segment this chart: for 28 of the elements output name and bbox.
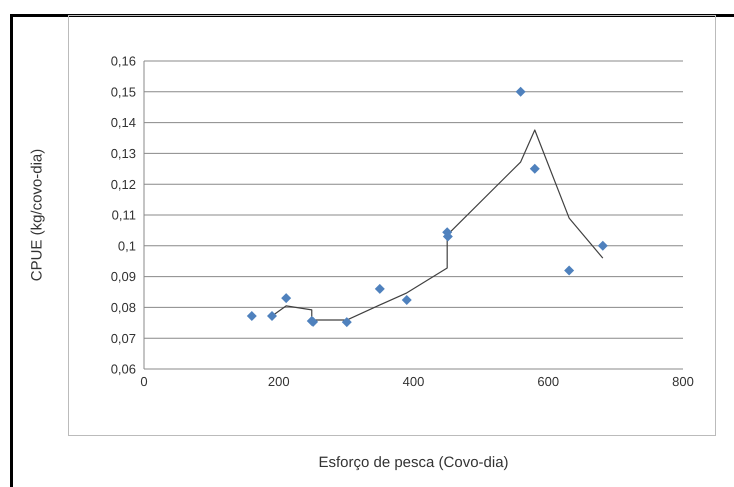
x-tick-label: 400 <box>402 374 424 390</box>
y-tick-label: 0,09 <box>110 269 136 284</box>
y-tick-label: 0,16 <box>110 54 136 69</box>
y-tick-label: 0,15 <box>110 84 136 100</box>
point <box>374 284 385 294</box>
x-tick-label: 0 <box>140 374 148 390</box>
y-axis-title: CPUE (kg/covo-dia) <box>28 148 46 282</box>
x-axis-title: Esforço de pesca (Covo-dia) <box>318 454 509 471</box>
x-tick-label: 800 <box>672 374 694 390</box>
point <box>598 240 608 251</box>
y-tick-label: 0,08 <box>110 300 136 316</box>
y-tick-label: 0,1 <box>118 238 136 254</box>
point <box>530 164 540 174</box>
point <box>516 86 526 97</box>
x-tick-label: 600 <box>537 374 560 390</box>
y-tick-label: 0,13 <box>110 146 136 162</box>
y-tick-label: 0,11 <box>112 208 136 223</box>
point <box>564 265 574 276</box>
y-tick-label: 0,12 <box>110 176 136 192</box>
point <box>246 311 257 322</box>
point <box>402 295 412 306</box>
point <box>281 293 292 304</box>
y-tick-label: 0,14 <box>110 115 136 130</box>
y-tick-label: 0,07 <box>110 330 136 346</box>
point <box>267 311 278 322</box>
x-tick-label: 200 <box>268 374 290 390</box>
point <box>342 317 352 328</box>
y-tick-label: 0,06 <box>110 362 136 377</box>
